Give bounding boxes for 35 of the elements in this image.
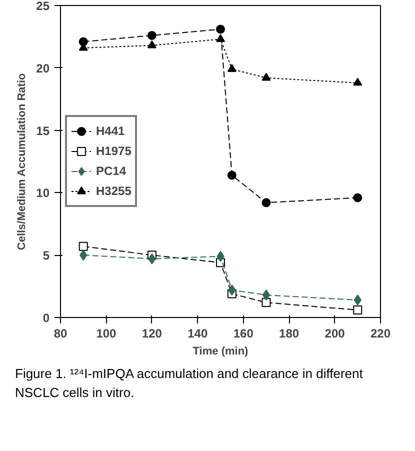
point	[227, 170, 236, 180]
x-tick-label: 140	[188, 326, 208, 340]
x-axis-title: Time (min)	[192, 346, 249, 358]
y-axis-title: Cells/Medium Accumulation Ratio	[16, 73, 28, 250]
x-tick-label: 120	[142, 326, 162, 340]
point	[262, 298, 271, 308]
point	[262, 198, 271, 208]
x-tick-label: 100	[96, 326, 117, 340]
legend-label: H1975	[96, 144, 132, 158]
point	[147, 30, 156, 40]
x-tick-label: 180	[279, 326, 300, 340]
point	[78, 242, 88, 251]
point	[262, 290, 270, 301]
point	[353, 193, 362, 202]
point	[353, 78, 362, 86]
x-tick-label: 160	[233, 326, 254, 340]
point	[147, 40, 156, 48]
point	[262, 72, 271, 81]
legend-label: H441	[96, 124, 125, 138]
point	[353, 306, 362, 315]
y-tick-label: 10	[36, 186, 50, 200]
legend-label: PC14	[96, 164, 126, 178]
x-tick-label: 220	[370, 326, 391, 340]
y-tick-label: 5	[42, 248, 50, 263]
caption: Figure 1. ¹²⁴I-mIPQA accumulation and clearance in different NSCLC cells in vitro.	[15, 365, 364, 402]
x-tick-label: 80	[54, 326, 68, 340]
point	[216, 34, 225, 42]
y-tick-label: 0	[42, 311, 50, 325]
point	[216, 24, 225, 34]
point	[227, 64, 236, 72]
legend-label: H3255	[96, 184, 132, 198]
y-tick-label: 15	[36, 124, 50, 138]
x-tick-label: 200	[324, 326, 346, 340]
y-tick-label: 20	[36, 61, 50, 76]
y-tick-label: 25	[36, 0, 50, 13]
